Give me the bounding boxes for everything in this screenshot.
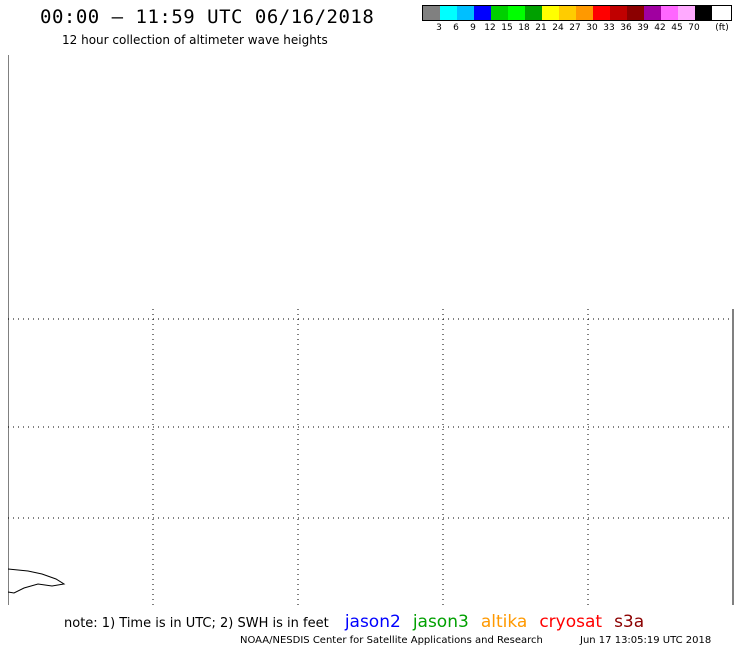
legend-label: 24 [552, 23, 564, 33]
legend-label: 42 [654, 23, 666, 33]
satellite-name: altika [480, 612, 528, 632]
color-legend: 3 6 9 12 15 18 21 24 27 30 33 36 39 42 45 70 (ft) [422, 5, 732, 35]
satellite-name: cryosat [539, 612, 603, 632]
satellite-name: jason2 [344, 612, 401, 632]
coastline [8, 568, 66, 594]
legend-label: 18 [518, 23, 530, 33]
legend-label: 39 [637, 23, 649, 33]
legend-label: 6 [453, 23, 459, 33]
wave-height-map [8, 55, 740, 605]
legend-label: 45 [671, 23, 683, 33]
legend-swatch [474, 6, 491, 20]
satellite-legend: jason2 jason3 altika cryosat s3a [341, 612, 652, 632]
legend-label: 9 [470, 23, 476, 33]
legend-label: 12 [484, 23, 496, 33]
legend-label: 33 [603, 23, 615, 33]
legend-swatch [627, 6, 644, 20]
legend-label: 21 [535, 23, 547, 33]
legend-swatch [644, 6, 661, 20]
legend-swatch [610, 6, 627, 20]
legend-swatch [695, 6, 712, 20]
legend-label: 15 [501, 23, 513, 33]
satellite-name: jason3 [412, 612, 469, 632]
legend-swatch [440, 6, 457, 20]
legend-swatch [457, 6, 474, 20]
legend-labels: 3 6 9 12 15 18 21 24 27 30 33 36 39 42 45 70 (ft) [422, 21, 732, 35]
map-canvas [8, 55, 734, 605]
legend-swatch [559, 6, 576, 20]
note-text: note: 1) Time is in UTC; 2) SWH is in fe… [64, 616, 329, 631]
legend-label: 36 [620, 23, 632, 33]
legend-swatch [508, 6, 525, 20]
legend-label: 30 [586, 23, 598, 33]
map-subtitle: 12 hour collection of altimeter wave hei… [62, 33, 328, 47]
legend-label: 27 [569, 23, 581, 33]
legend-swatch [593, 6, 610, 20]
generated-timestamp: Jun 17 13:05:19 UTC 2018 [580, 635, 712, 646]
legend-label: 70 [688, 23, 700, 33]
map-title: 00:00 – 11:59 UTC 06/16/2018 [40, 6, 375, 28]
legend-swatch [678, 6, 695, 20]
note-line: note: 1) Time is in UTC; 2) SWH is in fe… [64, 612, 660, 632]
legend-swatch [576, 6, 593, 20]
legend-unit: (ft) [715, 23, 729, 33]
legend-swatches [422, 5, 732, 21]
legend-swatch [525, 6, 542, 20]
legend-swatch [542, 6, 559, 20]
credit-text: NOAA/NESDIS Center for Satellite Applica… [240, 635, 543, 646]
legend-swatch [491, 6, 508, 20]
satellite-name: s3a [614, 612, 645, 632]
legend-swatch [423, 6, 440, 20]
legend-swatch [661, 6, 678, 20]
legend-label: 3 [436, 23, 442, 33]
